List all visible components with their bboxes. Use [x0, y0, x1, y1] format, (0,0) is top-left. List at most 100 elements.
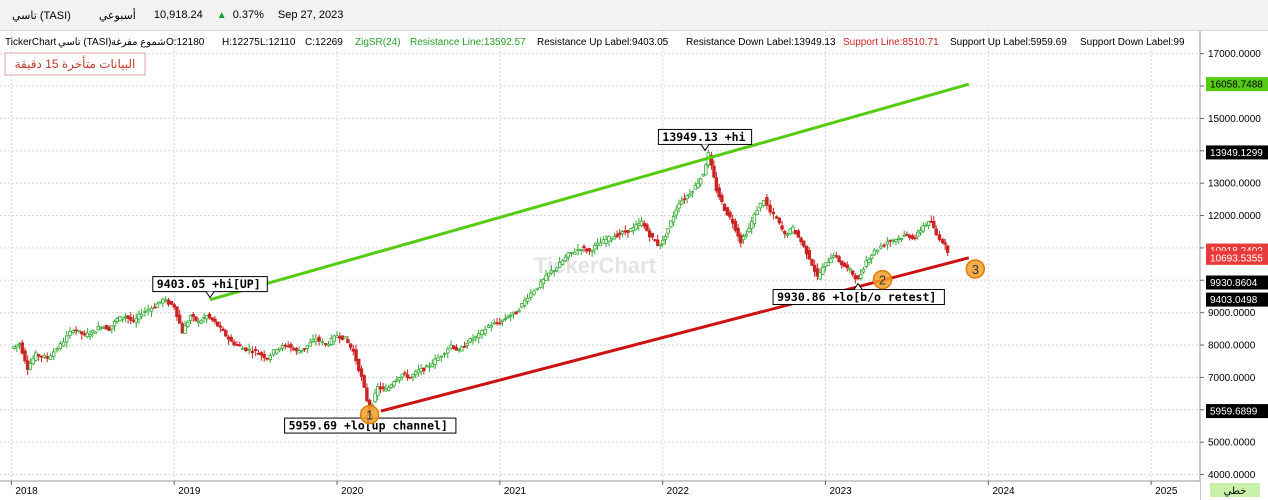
candle-body: [93, 331, 98, 334]
candle-body: [430, 363, 434, 368]
candle-body: [359, 368, 364, 377]
candle-body: [945, 245, 950, 253]
candle-body: [495, 322, 499, 325]
candle-body: [389, 384, 394, 389]
y-axis[interactable]: 17000.000016000.000015000.000014000.0000…: [1199, 31, 1268, 500]
candle-body: [218, 325, 223, 328]
marker-circle: [872, 269, 893, 290]
candle-body: [291, 348, 296, 351]
candle-body: [357, 358, 361, 372]
symbol-name[interactable]: تاسي (TASI): [12, 9, 71, 22]
delay-notice-text: البيانات متأخرة 15 دقيقة: [15, 55, 136, 72]
last-price: 10,918.24: [153, 9, 203, 21]
candle-body: [717, 187, 721, 198]
point-marker[interactable]: 1: [359, 404, 380, 425]
y-tick-label: 4000.0000: [1208, 470, 1256, 481]
timeframe-label[interactable]: أسبوعي: [98, 9, 136, 22]
y-axis-bg: [1200, 31, 1268, 500]
candle-body: [439, 355, 443, 358]
candle-body: [604, 239, 608, 244]
candle-body: [302, 348, 307, 350]
candle-body: [590, 250, 594, 253]
candle-body: [842, 262, 847, 267]
candle-body: [74, 329, 78, 332]
info-item: O:12180: [166, 37, 205, 48]
candle-body: [771, 211, 776, 215]
candle-body: [722, 203, 727, 211]
candle-body: [498, 322, 502, 325]
candle-body: [77, 329, 81, 332]
linear-scale-toggle[interactable]: خطي: [1210, 483, 1260, 497]
candle-body: [882, 244, 886, 247]
price-change: 0.37%: [232, 9, 264, 21]
annotation-pointer: [853, 282, 863, 290]
candle-body: [61, 341, 66, 347]
candle-body: [783, 231, 787, 235]
point-marker[interactable]: 2: [872, 269, 893, 290]
candle-body: [698, 177, 703, 185]
candle-body: [268, 355, 272, 361]
candle-body: [476, 333, 481, 339]
candle-body: [910, 235, 915, 239]
candle-body: [449, 344, 453, 349]
candle-body: [283, 344, 288, 347]
candle-body: [872, 249, 877, 256]
info-item: شموع مفرغة: [111, 37, 166, 48]
candle-body: [442, 353, 447, 355]
candle-body: [682, 198, 687, 201]
candle-body: [520, 303, 524, 308]
candle-body: [637, 222, 641, 226]
candle-body: [300, 349, 304, 352]
candle-body: [558, 262, 562, 268]
info-item: L:12110: [260, 37, 296, 48]
candle-body: [749, 221, 754, 230]
support-line[interactable]: [380, 256, 970, 413]
candle-body: [348, 343, 353, 348]
candle-body: [897, 237, 901, 240]
candle-body: [137, 313, 141, 320]
candle-body: [861, 268, 866, 273]
x-tick-label: 2023: [830, 486, 853, 497]
candle-body: [598, 242, 603, 247]
candle-body: [289, 344, 293, 348]
candle-body: [221, 328, 225, 332]
candle-body: [669, 220, 673, 228]
candle-body: [739, 234, 743, 244]
candle-body: [308, 342, 312, 347]
candle-body: [104, 325, 109, 330]
candle-body: [552, 270, 556, 272]
point-marker[interactable]: 3: [965, 259, 986, 279]
candle-body: [305, 345, 310, 349]
info-item: TickerChart: [5, 37, 57, 48]
candle-body: [259, 352, 264, 356]
candle-body: [626, 229, 630, 233]
marker-label: 2: [879, 273, 886, 288]
annotation-pointer: [700, 144, 710, 152]
candle-body: [262, 353, 266, 359]
candle-body: [905, 233, 909, 236]
candle-body: [921, 225, 925, 232]
info-item: ZigSR(24): [355, 37, 401, 48]
x-axis-bg: [0, 481, 1200, 500]
resistance-line[interactable]: [209, 82, 970, 302]
candle-body: [414, 371, 418, 375]
candle-body: [39, 355, 44, 358]
candle-body: [346, 339, 350, 344]
annotation-pointer: [205, 291, 215, 299]
candle-body: [645, 224, 649, 232]
candle-body: [714, 177, 719, 192]
candle-body: [194, 316, 198, 321]
candle-body: [112, 321, 117, 327]
candle-body: [120, 317, 125, 320]
candle-body: [837, 256, 841, 263]
candle-body: [250, 350, 255, 354]
candle-body: [343, 336, 347, 339]
candle-body: [362, 375, 366, 388]
x-axis[interactable]: 2018 2019 2020 2021 2022 2023 2024 2025: [0, 480, 1200, 500]
candle-body: [663, 236, 668, 241]
candle-body: [785, 233, 790, 236]
candle-body: [244, 347, 248, 352]
annotation-label: 13949.13 +hi: [657, 128, 753, 152]
price-chart[interactable]: TickerChart 13949.13 +hi 9403.05 +hi[UP] 59…: [0, 31, 1268, 500]
candle-body: [256, 352, 261, 355]
